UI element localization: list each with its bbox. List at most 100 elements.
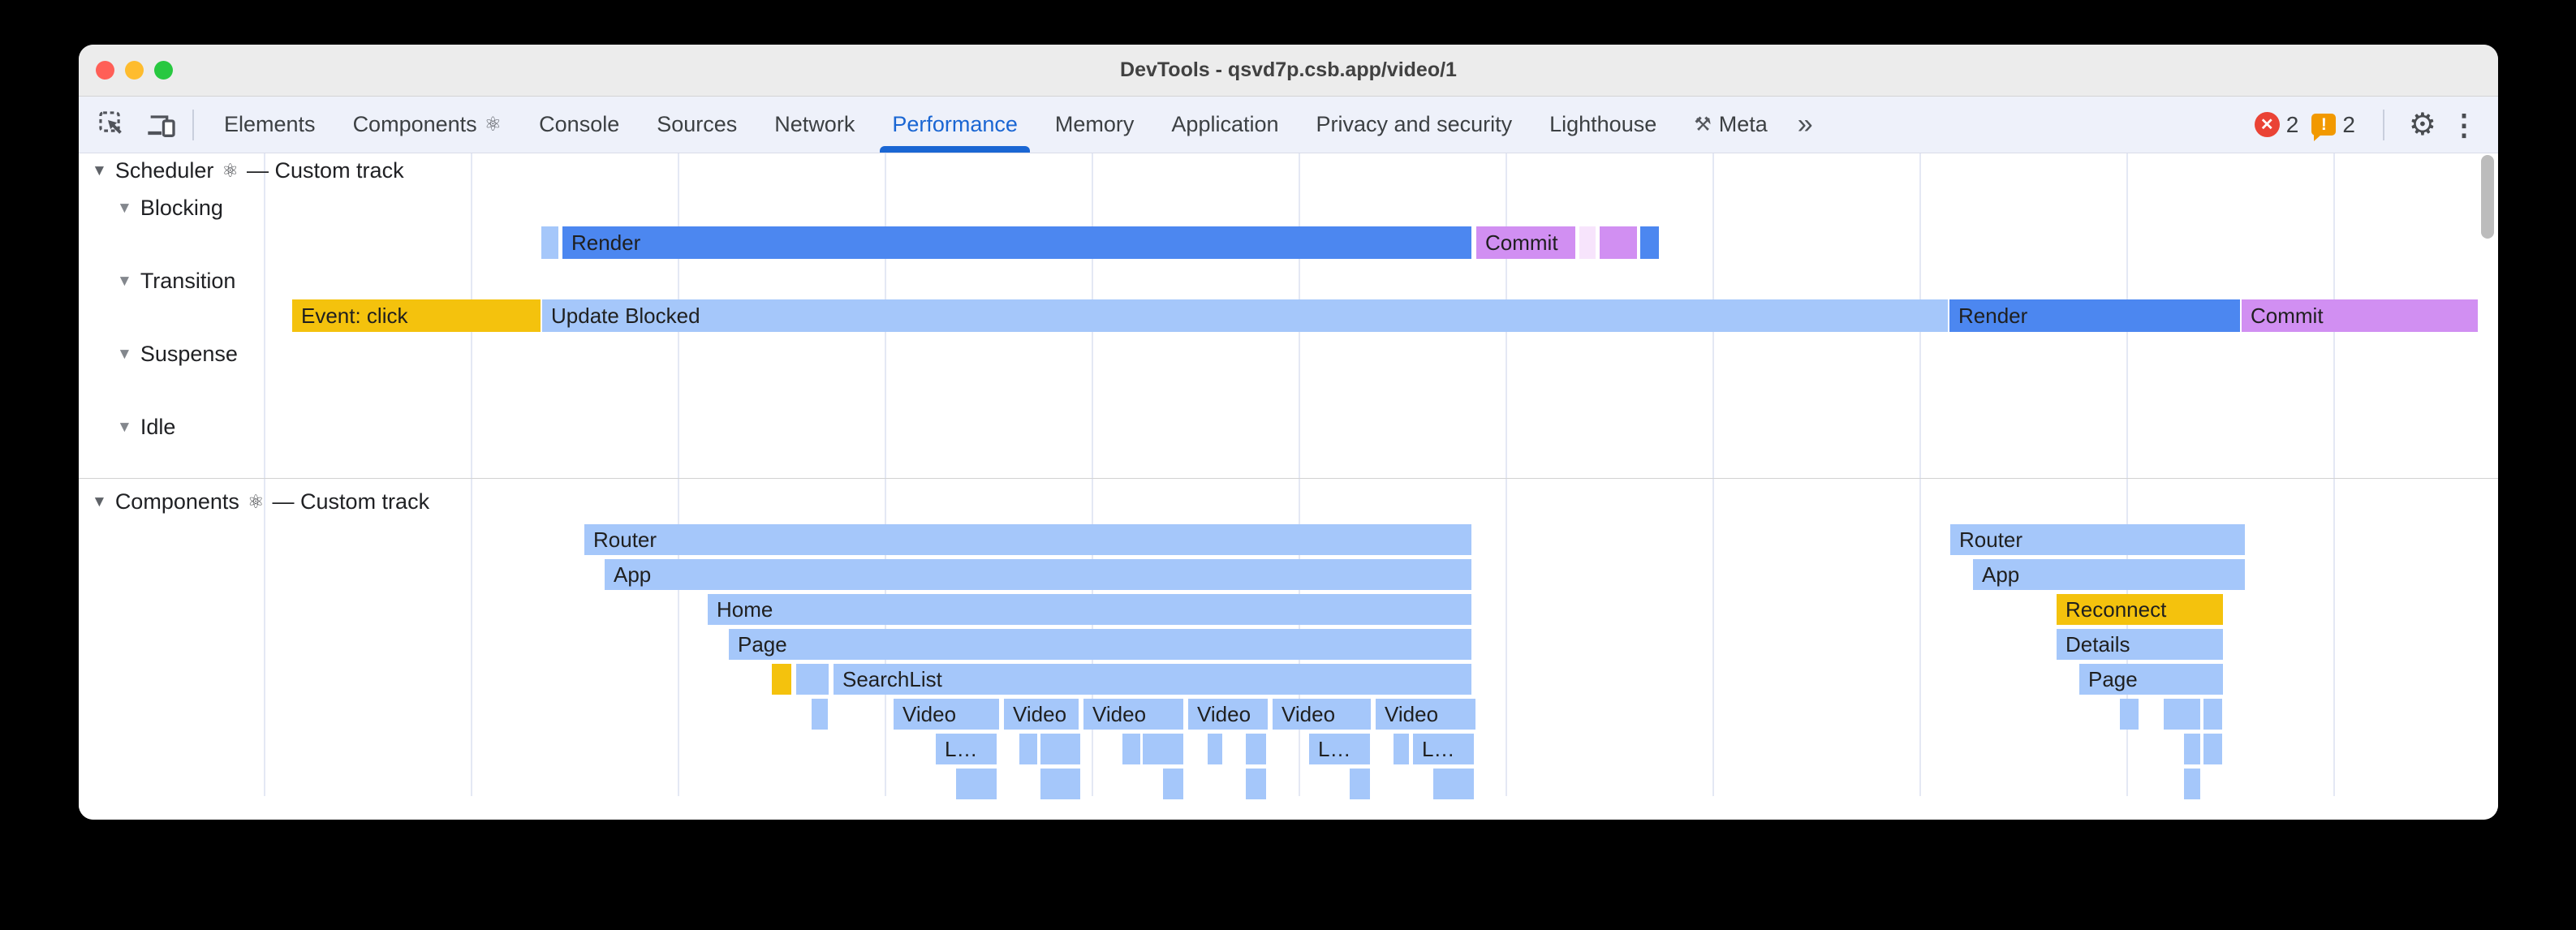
tab-performance[interactable]: Performance — [873, 97, 1036, 153]
bar-video[interactable]: Video — [1083, 699, 1185, 730]
lane-suspense[interactable]: ▼ Suspense — [117, 342, 238, 367]
tab-memory[interactable]: Memory — [1036, 97, 1153, 153]
bar-router[interactable]: Router — [584, 524, 1473, 555]
tab-application[interactable]: Application — [1152, 97, 1297, 153]
bar-page[interactable]: Page — [729, 629, 1473, 660]
flame-bar[interactable] — [1122, 734, 1142, 764]
tab-label: Lighthouse — [1549, 112, 1657, 136]
bar-app[interactable]: App — [605, 559, 1473, 590]
active-tab-underline — [880, 146, 1030, 153]
track-subtitle: — Custom track — [247, 158, 404, 183]
flame-bar[interactable] — [2203, 734, 2224, 764]
lane-transition[interactable]: ▼ Transition — [117, 269, 235, 294]
scheduler-track-header[interactable]: ▼ Scheduler ⚛ — Custom track — [92, 158, 404, 183]
toolbar-divider — [2382, 109, 2384, 140]
flame-bar[interactable] — [956, 769, 998, 799]
bar-video[interactable]: Video — [1273, 699, 1372, 730]
components-track-header[interactable]: ▼ Components ⚛ — Custom track — [92, 489, 429, 515]
bar-router[interactable]: Router — [1950, 524, 2246, 555]
flame-bar[interactable] — [2184, 734, 2202, 764]
bar-l[interactable]: L… — [1309, 734, 1372, 764]
device-toolbar-icon[interactable] — [145, 109, 178, 141]
bar-video[interactable]: Video — [1376, 699, 1477, 730]
traffic-lights — [96, 61, 173, 80]
bar-page[interactable]: Page — [2079, 664, 2225, 695]
error-icon: ✕ — [2254, 112, 2280, 137]
flame-bar[interactable] — [1019, 734, 1039, 764]
zoom-window-button[interactable] — [154, 61, 173, 80]
collapse-triangle-icon: ▼ — [117, 272, 132, 290]
bar-reconnect[interactable]: Reconnect — [2057, 594, 2225, 625]
issues-badge[interactable]: ! 2 — [2311, 111, 2355, 141]
flame-bar[interactable] — [1163, 769, 1185, 799]
bar-video[interactable]: Video — [1188, 699, 1269, 730]
tab-meta[interactable]: ⚒ Meta — [1675, 97, 1786, 153]
bar-video[interactable]: Video — [1004, 699, 1080, 730]
settings-gear-icon[interactable]: ⚙ — [2408, 107, 2436, 142]
flame-bar[interactable] — [2203, 699, 2224, 730]
issue-count: 2 — [2342, 111, 2355, 137]
track-title: Scheduler — [114, 158, 214, 183]
bar-event-click[interactable]: Event: click — [292, 299, 542, 332]
flame-bar[interactable] — [1246, 734, 1268, 764]
flame-bar[interactable] — [1579, 226, 1597, 259]
atom-icon: ⚛ — [484, 114, 502, 136]
collapse-triangle-icon: ▼ — [92, 493, 107, 510]
flame-bar[interactable] — [2120, 699, 2140, 730]
flame-bar[interactable] — [772, 664, 793, 695]
tab-sources[interactable]: Sources — [638, 97, 756, 153]
more-tabs-chevron-icon[interactable]: » — [1797, 109, 1813, 140]
bar-update-blocked[interactable]: Update Blocked — [542, 299, 1949, 332]
tab-strip: Elements Components ⚛ Console Sources Network… — [205, 97, 1786, 153]
gridline — [2333, 153, 2335, 796]
flame-bar[interactable] — [1208, 734, 1224, 764]
bar-searchlist[interactable]: SearchList — [834, 664, 1473, 695]
bar-details[interactable]: Details — [2057, 629, 2225, 660]
gridline — [885, 153, 886, 796]
tab-label: Console — [539, 112, 620, 136]
bar-l[interactable]: L… — [936, 734, 998, 764]
tab-console[interactable]: Console — [520, 97, 638, 153]
track-subtitle: — Custom track — [272, 489, 430, 514]
flame-bar[interactable] — [1394, 734, 1411, 764]
flame-bar[interactable] — [796, 664, 830, 695]
bar-l[interactable]: L… — [1413, 734, 1475, 764]
flame-bar[interactable] — [1433, 769, 1475, 799]
flame-bar[interactable] — [541, 226, 560, 259]
track-divider — [79, 478, 2498, 479]
tab-network[interactable]: Network — [756, 97, 873, 153]
error-badge[interactable]: ✕ 2 — [2254, 112, 2298, 138]
minimize-window-button[interactable] — [125, 61, 144, 80]
bar-commit[interactable]: Commit — [2242, 299, 2479, 332]
flame-bar[interactable] — [1143, 734, 1185, 764]
bar-app[interactable]: App — [1973, 559, 2246, 590]
tab-components[interactable]: Components ⚛ — [334, 97, 521, 153]
flame-bar[interactable] — [2184, 769, 2202, 799]
bar-home[interactable]: Home — [708, 594, 1473, 625]
flame-bar[interactable] — [1600, 226, 1639, 259]
collapse-triangle-icon: ▼ — [92, 161, 107, 179]
flame-bar[interactable] — [1246, 769, 1268, 799]
flame-bar[interactable] — [1040, 734, 1082, 764]
flame-bar[interactable] — [1350, 769, 1372, 799]
bar-video[interactable]: Video — [894, 699, 1001, 730]
inspect-element-icon[interactable] — [97, 109, 129, 141]
bar-render[interactable]: Render — [1949, 299, 2242, 332]
kebab-menu-icon[interactable]: ⋮ — [2449, 107, 2479, 141]
bar-render[interactable]: Render — [562, 226, 1473, 259]
tab-label: Meta — [1718, 112, 1768, 136]
collapse-triangle-icon: ▼ — [117, 418, 132, 436]
tab-lighthouse[interactable]: Lighthouse — [1531, 97, 1675, 153]
flame-bar[interactable] — [1040, 769, 1082, 799]
flame-bar[interactable] — [812, 699, 829, 730]
tab-elements[interactable]: Elements — [205, 97, 334, 153]
lane-idle[interactable]: ▼ Idle — [117, 415, 175, 440]
bar-commit[interactable]: Commit — [1476, 226, 1577, 259]
flame-bar[interactable] — [2164, 699, 2202, 730]
lane-label: Transition — [140, 269, 236, 293]
tab-privacy-and-security[interactable]: Privacy and security — [1298, 97, 1531, 153]
flame-bar[interactable] — [1640, 226, 1661, 259]
close-window-button[interactable] — [96, 61, 114, 80]
vertical-scrollbar-thumb[interactable] — [2481, 155, 2494, 239]
lane-blocking[interactable]: ▼ Blocking — [117, 196, 223, 221]
